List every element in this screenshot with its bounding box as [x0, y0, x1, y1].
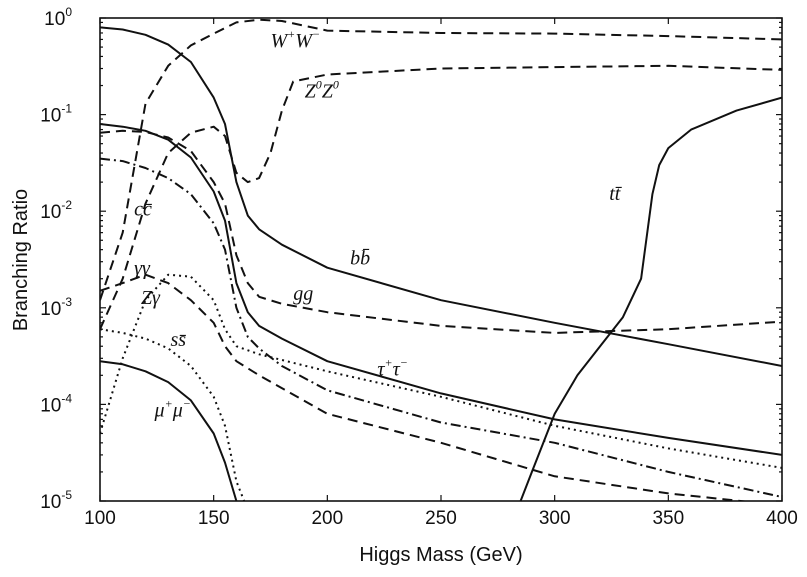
series-line-4 [100, 129, 782, 334]
series-line-2 [100, 64, 782, 330]
ticks-layer: 100 150 200 250 300 350 400 10-5 10-4 10-3 10-2 10-… [40, 5, 798, 529]
curve-label-zz: Z0Z0 [305, 78, 339, 103]
y-tick-label: 10-5 [40, 488, 72, 513]
x-tick-label: 400 [766, 508, 798, 529]
series-line-5 [100, 157, 782, 498]
x-tick-label: 150 [198, 508, 230, 529]
x-axis-label: Higgs Mass (GeV) [359, 544, 522, 566]
curve-label-cc: cc̄ [134, 199, 152, 221]
y-tick-label: 10-2 [40, 198, 72, 223]
series-line-9 [100, 360, 238, 501]
curve-label-ww: W+W− [271, 27, 321, 52]
series-line-6 [100, 328, 246, 501]
y-tick-label: 10-1 [40, 102, 72, 127]
curve-label-tautau: τ+τ− [377, 355, 408, 380]
y-tick-label: 10-3 [40, 295, 72, 320]
x-tick-label: 350 [652, 508, 684, 529]
y-tick-label: 100 [44, 5, 72, 30]
series-line-10 [519, 96, 782, 501]
series-line-0 [100, 26, 782, 367]
x-tick-label: 100 [84, 508, 116, 529]
series-line-1 [100, 18, 782, 301]
x-tick-label: 200 [311, 508, 343, 529]
series-line-3 [100, 123, 782, 456]
curve-label-ss: ss̄ [170, 329, 186, 351]
series-line-7 [100, 273, 782, 469]
x-tick-label: 300 [539, 508, 571, 529]
plot-frame [99, 17, 783, 502]
series-line-8 [100, 273, 750, 501]
series-layer [100, 18, 782, 501]
y-axis-label: Branching Ratio [10, 189, 32, 331]
x-tick-label: 250 [425, 508, 457, 529]
annotation-layer: W+W− Z0Z0 bb̄ cc̄ gg γγ Zγ ss̄ τ+τ− μ+μ− tt̄ [134, 27, 622, 421]
y-tick-label: 10-4 [40, 391, 72, 416]
curve-label-yy: γγ [134, 258, 151, 280]
curve-label-zy: Zγ [141, 287, 161, 309]
curve-label-bb: bb̄ [350, 248, 370, 270]
curve-label-gg: gg [293, 283, 313, 305]
curve-label-tt: tt̄ [609, 183, 622, 205]
curve-label-mumu: μ+μ− [154, 396, 191, 421]
